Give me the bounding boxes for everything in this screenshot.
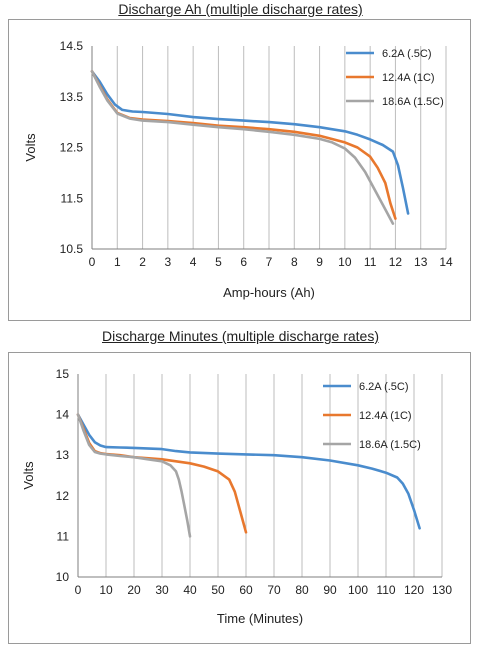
legend-label-1: 6.2A (.5C) [382, 48, 432, 60]
x-tick-label: 60 [239, 583, 253, 597]
legend-label-3: 18.6A (1.5C) [359, 439, 421, 451]
x-tick-label: 7 [266, 255, 273, 269]
x-tick-label: 9 [316, 255, 323, 269]
x-tick-label: 90 [323, 583, 337, 597]
x-tick-label: 3 [165, 255, 172, 269]
x-axis-label: Time (Minutes) [217, 611, 303, 626]
series-line-1 [76, 413, 421, 530]
x-tick-label: 10 [338, 255, 352, 269]
x-axis-label: Amp-hours (Ah) [223, 285, 315, 300]
chart-panel-discharge-minutes: 0 10 20 30 40 50 60 70 80 90 100 110 120 130 10 11 12 13 1… [8, 352, 471, 644]
y-tick-label: 10 [56, 570, 70, 584]
series-line-3 [90, 70, 395, 225]
x-tick-label: 1 [114, 255, 121, 269]
x-tick-label: 5 [215, 255, 222, 269]
y-tick-label: 13 [56, 448, 70, 462]
legend-label-2: 12.4A (1C) [359, 410, 412, 422]
y-axis-label: Volts [21, 461, 36, 490]
x-tick-label: 50 [211, 583, 225, 597]
y-tick-label: 12 [56, 489, 70, 503]
legend-label-2: 12.4A (1C) [382, 72, 435, 84]
legend-label-1: 6.2A (.5C) [359, 381, 409, 393]
y-tick-label: 10.5 [60, 242, 84, 256]
series-line-1 [90, 70, 410, 215]
x-tick-label: 30 [155, 583, 169, 597]
y-tick-label: 12.5 [60, 141, 84, 155]
chart-title-discharge-ah: Discharge Ah (multiple discharge rates) [118, 1, 363, 17]
chart-discharge-minutes: 0 10 20 30 40 50 60 70 80 90 100 110 120 130 10 11 12 13 1… [21, 367, 452, 626]
x-tick-label: 12 [389, 255, 403, 269]
y-tick-label: 11 [57, 529, 70, 543]
x-tick-label: 120 [404, 583, 424, 597]
x-tick-label: 2 [139, 255, 146, 269]
x-tick-label: 100 [348, 583, 368, 597]
series-line-3 [76, 413, 192, 538]
x-tick-label: 130 [432, 583, 452, 597]
y-tick-label: 15 [56, 367, 70, 381]
legend-label-3: 18.6A (1.5C) [382, 96, 444, 108]
x-tick-label: 110 [376, 583, 395, 597]
chart-discharge-ah: 0 1 2 3 4 5 6 7 8 9 10 11 12 13 1410.511.512.513.514.5… [23, 39, 453, 300]
y-tick-label: 11.5 [61, 191, 84, 205]
y-tick-label: 14 [56, 408, 70, 422]
x-tick-label: 80 [295, 583, 309, 597]
x-tick-label: 0 [89, 255, 96, 269]
x-tick-label: 6 [240, 255, 247, 269]
x-tick-label: 4 [190, 255, 197, 269]
x-tick-label: 11 [364, 255, 377, 269]
x-tick-label: 40 [183, 583, 197, 597]
x-tick-label: 0 [75, 583, 82, 597]
x-tick-label: 8 [291, 255, 298, 269]
y-axis-label: Volts [23, 133, 38, 162]
x-tick-label: 10 [99, 583, 113, 597]
y-tick-label: 13.5 [60, 90, 84, 104]
x-tick-label: 13 [414, 255, 428, 269]
x-tick-label: 14 [439, 255, 453, 269]
chart-title-discharge-minutes: Discharge Minutes (multiple discharge ra… [102, 328, 379, 344]
chart-panel-discharge-ah: 0 1 2 3 4 5 6 7 8 9 10 11 12 13 14 10.5 11.5 12.5 13.5 14.5… [8, 19, 471, 321]
x-tick-label: 20 [127, 583, 141, 597]
y-tick-label: 14.5 [60, 39, 84, 53]
x-tick-label: 70 [267, 583, 281, 597]
